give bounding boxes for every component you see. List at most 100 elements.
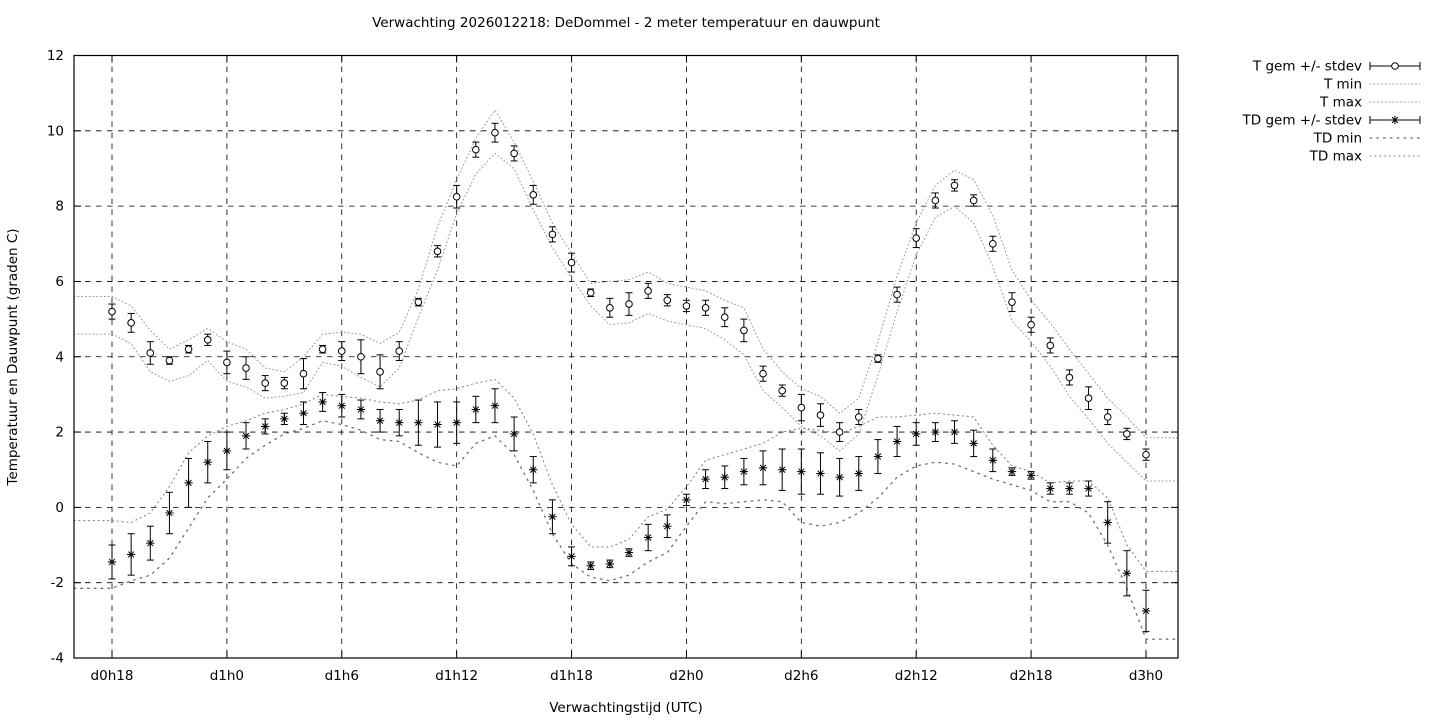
legend-label: T min [1323,77,1362,93]
legend-label: TD min [1313,131,1362,147]
t-mean-point [318,345,327,354]
legend-label: T gem +/- stdev [1252,59,1362,75]
star-arm [185,479,192,487]
t-mean-point [510,149,518,158]
star-arm [1066,485,1073,492]
td-mean [107,388,1151,633]
td-mean-point [969,439,978,448]
star-arm [1085,485,1092,492]
td-mean-point [184,478,193,488]
td-mean-point [375,416,385,425]
x-tick-label: d1h18 [550,668,593,684]
td-mean-point [988,456,998,465]
td-mean-point [1122,569,1132,578]
td-mean-point [912,429,921,439]
star-arm [817,470,824,477]
td-mean-point [624,548,634,557]
t-mean-point [682,302,691,310]
t-mean-point [567,258,576,267]
star-arm [300,409,307,417]
t-mean-point [433,247,442,256]
td-mean-point [529,465,538,474]
star-arm [319,398,326,406]
x-tick-label: d0h18 [91,668,134,684]
td-mean-point [739,467,749,476]
td-mean-point [1103,518,1112,527]
td-max-curve [74,378,1178,572]
td-mean-point [777,465,787,474]
t-mean-point [797,403,806,412]
star-arm [587,562,594,569]
td-mean-point [854,469,863,478]
legend-entry-td-max: TD max [1309,149,1421,165]
td-mean-point [1084,484,1093,493]
star-arm [1008,468,1016,475]
legend-entry-td-gem-stdev: TD gem +/- stdev [1242,113,1421,129]
t-mean [108,122,1150,461]
star-arm [644,534,652,541]
td-mean-point [222,446,232,456]
td-mean-point [203,457,212,467]
td-mean-point [471,405,481,414]
star-arm [108,558,116,566]
t-mean-point [165,356,174,365]
td-mean-point [663,522,672,531]
minmax-curves [74,109,1178,640]
td-mean-point [931,427,940,437]
star-arm [357,406,365,413]
td-mean-point [720,473,729,482]
td-mean-point [318,397,327,407]
td-mean-point [1026,471,1036,480]
star-arm [836,473,843,481]
td-mean-point [892,437,902,446]
star-arm [1104,519,1111,526]
t-mean-point [548,230,557,239]
td-mean-point [1007,467,1017,476]
star-arm [204,458,211,466]
t-mean-point [146,349,155,357]
star-arm [1027,472,1035,479]
t-mean-point [184,345,193,354]
t-mean-point [1142,450,1150,459]
star-arm [1142,607,1150,615]
star-arm [664,522,671,530]
td-mean-point [356,405,366,414]
y-tick-label: 0 [55,500,64,516]
star-arm [1391,116,1399,124]
t-mean-point [108,307,116,316]
star-arm [989,457,997,464]
legend-label: TD max [1309,149,1362,165]
t-mean-point [1065,373,1074,382]
star-arm [166,509,173,517]
td-mean-point [337,401,346,410]
t-min-curve [74,152,1178,482]
td-mean-point [548,512,557,521]
star-arm [970,440,977,447]
td-mean-point [1141,606,1151,616]
star-arm [912,430,920,438]
td-mean-point [586,561,595,570]
star-arm [453,419,460,426]
t-mean-point [1103,413,1112,421]
star-arm [1047,485,1054,492]
t-mean-point [950,181,959,190]
star-arm [740,468,748,475]
star-arm [281,415,288,423]
star-arm [376,417,384,425]
t-mean-point [989,239,997,248]
x-tick-label: d2h12 [895,668,938,684]
td-mean-point [567,552,576,561]
t-mean-point [606,303,614,312]
td-mean-point [241,431,251,441]
t-mean-point [376,368,384,376]
star-arm [798,468,805,475]
y-axis-title: Temperatuur en Dauwpunt (graden C) [5,228,21,486]
t-mean-point [203,336,212,344]
t-mean-point [337,347,346,355]
chart-legend: T gem +/- stdev T min T max TD gem +/- stde… [1242,59,1421,165]
td-mean-point [816,469,825,478]
star-arm [223,447,231,455]
t-mean-point [759,369,767,378]
